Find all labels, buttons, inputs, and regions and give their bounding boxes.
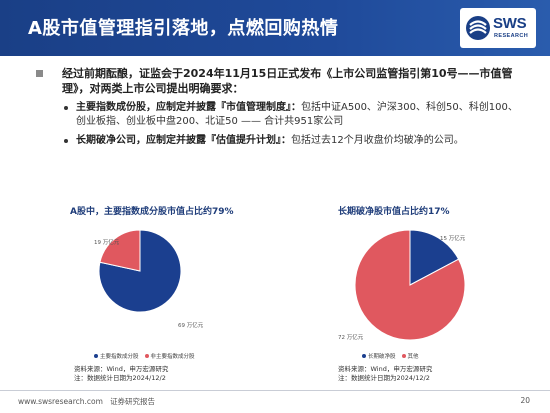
chart-title-index-share: A股中，主要指数成分股市值占比约79% [70,207,234,217]
sws-logo-icon [466,16,490,40]
page-number: 20 [520,396,530,405]
dot-bullet-icon [64,106,68,110]
sub-bullet: 主要指数成份股，应制定并披露『市值管理制度』：包括中证A500、沪深300、科创… [36,101,526,129]
sub-bullet-text: 包括中证A500、沪深300、科创50、科创100、创业板指、创业板中盘200、… [76,102,518,127]
slice-label: 19 万亿元 [94,240,120,246]
source-text: 资料来源：Wind，申万宏源研究 [74,365,169,373]
slice-label: 69 万亿元 [178,323,204,329]
legend-item: 长期破净股 [368,354,396,360]
legend-swatch [401,354,406,358]
pie-chart-below-book-share [354,229,466,341]
footer-left: www.swsresearch.com 证券研究报告 [18,396,155,407]
slice-label: 15 万亿元 [440,236,466,242]
chart-legend: 长期破净股 其他 [362,352,419,360]
square-bullet-icon [36,70,43,77]
bullet-list: 经过前期酝酿，证监会于2024年11月15日正式发布《上市公司监管指引第10号—… [36,66,526,148]
sub-bullet: 长期破净公司，应制定并披露『估值提升计划』：包括过去12个月收盘价均破净的公司。 [36,134,526,148]
legend-swatch [144,354,149,358]
legend-swatch [362,354,366,358]
slide-header: A股市值管理指引落地，点燃回购热情 SWS RESEARCH [0,0,550,56]
chart-source: 资料来源：Wind，申万宏源研究 注：数据统计日期为2024/12/2 [338,365,432,383]
pie-chart-index-share [98,229,182,313]
chart-legend: 主要指数成分股 非主要指数成分股 [94,352,195,360]
logo-subtext: RESEARCH [494,33,529,39]
pie-slice [354,229,466,341]
sub-bullet-strong: 主要指数成份股，应制定并披露『市值管理制度』： [76,102,301,113]
legend-item: 非主要指数成分股 [150,354,195,360]
footer-divider [0,390,550,391]
note-text: 注：数据统计日期为2024/12/2 [74,374,166,382]
source-text: 资料来源：Wind，申万宏源研究 [338,365,433,373]
main-bullet: 经过前期酝酿，证监会于2024年11月15日正式发布《上市公司监管指引第10号—… [36,66,526,96]
sub-bullet-text: 包括过去12个月收盘价均破净的公司。 [291,135,464,146]
logo-text: SWS [493,15,527,32]
note-text: 注：数据统计日期为2024/12/2 [338,374,430,382]
slice-label: 72 万亿元 [338,335,364,341]
footer-report-type: 证券研究报告 [110,397,156,406]
slide-title: A股市值管理指引落地，点燃回购热情 [28,18,339,39]
sws-logo: SWS RESEARCH [460,8,536,48]
dot-bullet-icon [64,139,68,143]
footer-website-link[interactable]: www.swsresearch.com [18,397,103,406]
legend-swatch [94,354,98,358]
chart-title-below-book-share: 长期破净股市值占比约17% [338,207,450,217]
chart-source: 资料来源：Wind，申万宏源研究 注：数据统计日期为2024/12/2 [74,365,168,383]
legend-item: 主要指数成分股 [100,354,139,360]
main-bullet-text: 经过前期酝酿，证监会于2024年11月15日正式发布《上市公司监管指引第10号—… [62,67,513,95]
legend-item: 其他 [407,354,419,360]
pie-slice [99,229,141,272]
sub-bullet-strong: 长期破净公司，应制定并披露『估值提升计划』： [76,135,291,146]
pie-slice [409,229,460,286]
